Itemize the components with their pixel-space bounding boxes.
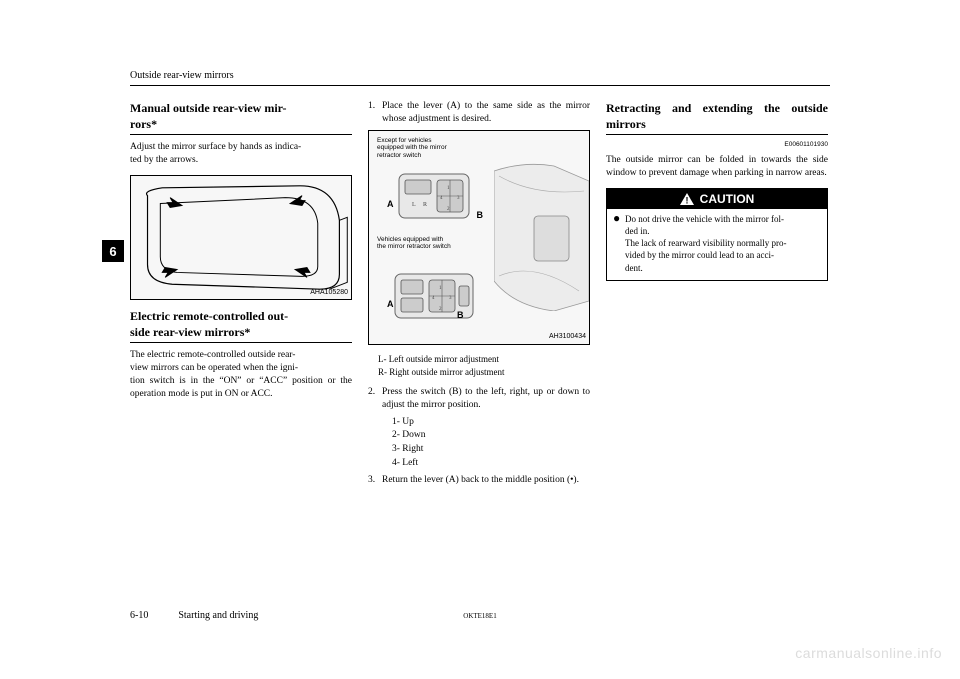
- page-content: Outside rear-view mirrors Manual outside…: [130, 70, 830, 610]
- caution-body: ● Do not drive the vehicle with the mirr…: [607, 209, 827, 280]
- label-a-1: A: [387, 198, 394, 210]
- step-3: 3. Return the lever (A) back to the midd…: [368, 474, 590, 487]
- legend-right: R- Right outside mirror adjustment: [378, 366, 590, 378]
- header-rule: [130, 85, 830, 86]
- svg-text:!: !: [685, 195, 688, 205]
- mirror-illustration: [131, 176, 351, 299]
- dashboard-sketch: [494, 161, 589, 311]
- watermark: carmanualsonline.info: [795, 645, 942, 661]
- warning-icon: !: [680, 193, 694, 205]
- heading-manual-mirrors: Manual outside rear-view mir- rors*: [130, 100, 352, 135]
- column-3: Retracting and extending the outside mir…: [606, 100, 828, 491]
- caution-text: Do not drive the vehicle with the mirror…: [625, 213, 786, 274]
- switch-block-2: 1 2 3 4 A B: [389, 266, 479, 326]
- para-manual-adjust: Adjust the mirror surface by hands as in…: [130, 141, 352, 167]
- svg-text:L: L: [412, 202, 416, 208]
- page-footer: 6-10 Starting and driving OKTE18E1: [130, 610, 830, 621]
- fig2-caption-mid: Vehicles equipped with the mirror retrac…: [377, 236, 451, 251]
- caution-box: ! CAUTION ● Do not drive the vehicle wit…: [606, 188, 828, 281]
- figure-code-1: AHA105280: [310, 288, 348, 297]
- label-b-1: B: [477, 209, 484, 221]
- label-a-2: A: [387, 298, 394, 310]
- doc-code: OKTE18E1: [463, 612, 496, 620]
- fig2-caption-top: Except for vehicles equipped with the mi…: [377, 137, 447, 159]
- label-b-2: B: [457, 309, 464, 321]
- chapter-name: Starting and driving: [178, 610, 258, 621]
- column-2: 1. Place the lever (A) to the same side …: [368, 100, 590, 491]
- ref-code: E00601101930: [606, 141, 828, 150]
- heading-electric-mirrors: Electric remote-controlled out- side rea…: [130, 308, 352, 343]
- page-number: 6-10: [130, 610, 148, 621]
- dir-left: 4- Left: [392, 457, 590, 470]
- step-1: 1. Place the lever (A) to the same side …: [368, 100, 590, 126]
- caution-title: CAUTION: [700, 191, 755, 207]
- step-2: 2. Press the switch (B) to the left, rig…: [368, 386, 590, 412]
- para-retracting: The outside mirror can be folded in towa…: [606, 154, 828, 180]
- figure-switch-panel: Except for vehicles equipped with the mi…: [368, 130, 590, 345]
- switch-block-1: L R 1 2 3 4 A B: [389, 166, 479, 226]
- dir-right: 3- Right: [392, 443, 590, 456]
- dir-down: 2- Down: [392, 429, 590, 442]
- legend-left: L- Left outside mirror adjustment: [378, 353, 590, 365]
- para-electric-desc: The electric remote-controlled outside r…: [130, 349, 352, 400]
- svg-text:R: R: [423, 202, 427, 208]
- caution-header: ! CAUTION: [607, 189, 827, 209]
- running-title: Outside rear-view mirrors: [130, 70, 830, 81]
- chapter-tab: 6: [102, 240, 124, 262]
- figure-code-2: AH3100434: [549, 332, 586, 341]
- heading-retracting: Retracting and extending the outside mir…: [606, 100, 828, 135]
- legend: L- Left outside mirror adjustment R- Rig…: [378, 353, 590, 378]
- dir-up: 1- Up: [392, 416, 590, 429]
- column-layout: Manual outside rear-view mir- rors* Adju…: [130, 100, 830, 491]
- direction-list: 1- Up 2- Down 3- Right 4- Left: [392, 416, 590, 470]
- column-1: Manual outside rear-view mir- rors* Adju…: [130, 100, 352, 491]
- figure-mirror-manual: AHA105280: [130, 175, 352, 300]
